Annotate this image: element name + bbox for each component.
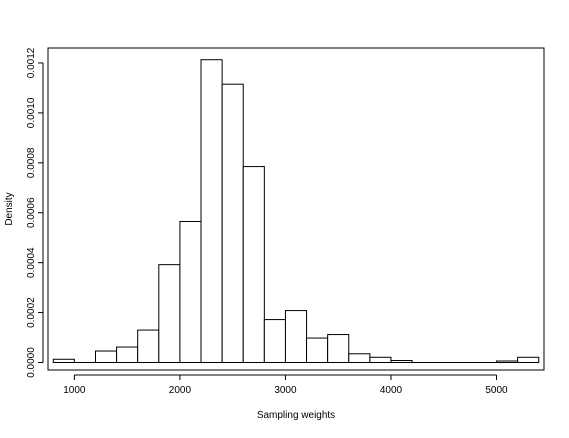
bars-layer xyxy=(53,60,538,363)
histogram-bar xyxy=(328,335,349,363)
y-tick-label: 0.0006 xyxy=(26,197,37,228)
histogram-bar xyxy=(497,361,518,363)
x-tick-label: 4000 xyxy=(380,385,403,396)
histogram-bar xyxy=(95,351,116,362)
y-axis: 0.0000 0.0002 0.0004 0.0006 0.0008 0.0010 0.00… xyxy=(26,47,43,378)
x-tick-label: 3000 xyxy=(274,385,297,396)
x-axis-label: Sampling weights xyxy=(257,410,335,421)
histogram-bar xyxy=(222,84,243,362)
histogram-bar xyxy=(264,320,285,363)
x-tick-label: 1000 xyxy=(63,385,86,396)
y-tick-label: 0.0012 xyxy=(26,47,37,78)
y-tick-label: 0.0000 xyxy=(26,347,37,378)
y-tick-label: 0.0010 xyxy=(26,97,37,128)
histogram-bar xyxy=(201,60,222,363)
histogram-bar xyxy=(180,221,201,362)
histogram-bar xyxy=(285,311,306,363)
y-tick-label: 0.0004 xyxy=(26,247,37,278)
histogram-bar xyxy=(243,167,264,363)
histogram-bar xyxy=(53,359,74,362)
histogram-bar xyxy=(391,361,412,363)
y-tick-label: 0.0008 xyxy=(26,147,37,178)
y-axis-label: Density xyxy=(4,192,15,225)
histogram-bar xyxy=(138,330,159,362)
histogram-bar xyxy=(370,357,391,362)
histogram-bar xyxy=(349,354,370,363)
x-axis: 1000 2000 3000 4000 5000 xyxy=(63,375,508,396)
histogram-bar xyxy=(117,347,138,362)
x-tick-label: 2000 xyxy=(169,385,192,396)
histogram-bar xyxy=(307,338,328,362)
histogram-bar xyxy=(159,265,180,363)
x-tick-label: 5000 xyxy=(485,385,508,396)
y-tick-label: 0.0002 xyxy=(26,297,37,328)
histogram-bar xyxy=(518,357,539,362)
